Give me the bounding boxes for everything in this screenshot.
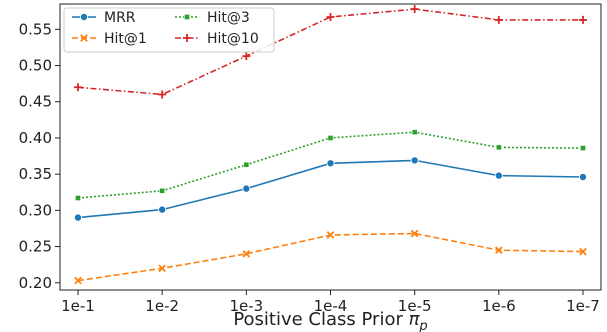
data-point xyxy=(159,187,166,194)
legend-label: Hit@10 xyxy=(207,31,259,47)
y-tick-label: 0.25 xyxy=(19,238,52,256)
data-point xyxy=(326,13,335,22)
data-point xyxy=(183,34,191,42)
data-point xyxy=(158,205,167,214)
legend: MRR Hit@1 Hit@3 Hit@10 xyxy=(63,7,275,53)
data-point xyxy=(75,195,81,201)
data-point xyxy=(494,171,503,180)
data-point xyxy=(158,264,167,273)
data-point xyxy=(410,156,419,165)
series-hit-at-1 xyxy=(74,229,587,285)
data-point xyxy=(74,83,82,92)
data-point xyxy=(74,276,82,285)
x-tick-label: 1e-1 xyxy=(61,297,95,315)
x-tick-label: 1e-7 xyxy=(566,297,600,315)
x-tick-label: 1e-3 xyxy=(229,297,263,315)
series-line xyxy=(77,159,584,219)
data-point xyxy=(74,213,83,222)
x-axis-title: Positive Class Prior πp xyxy=(233,309,427,332)
data-point xyxy=(579,173,588,182)
series-hit-at-10 xyxy=(74,5,587,99)
x-axis: 1e-1 1e-2 1e-3 1e-4 1e-5 1e-6 1e-7 xyxy=(61,290,600,315)
data-point xyxy=(327,135,334,141)
x-tick-label: 1e-6 xyxy=(482,297,516,315)
data-point xyxy=(579,247,587,256)
data-point xyxy=(326,159,335,168)
x-tick-label: 1e-4 xyxy=(314,297,348,315)
legend-item: MRR xyxy=(72,10,136,26)
data-point xyxy=(242,249,251,258)
data-point xyxy=(579,15,587,24)
data-point xyxy=(494,15,503,24)
data-point xyxy=(411,129,418,136)
y-tick-label: 0.40 xyxy=(19,129,52,147)
data-point xyxy=(80,34,88,42)
data-point xyxy=(326,231,335,239)
legend-item: Hit@10 xyxy=(175,31,259,47)
data-point xyxy=(494,246,503,255)
series-layer xyxy=(74,5,588,285)
y-axis: 0.20 0.25 0.30 0.35 0.40 0.45 0.50 0.55 xyxy=(19,20,60,292)
legend-label: Hit@1 xyxy=(104,31,147,47)
y-tick-label: 0.30 xyxy=(19,201,52,219)
data-point xyxy=(242,52,251,61)
series-hit-at-3 xyxy=(75,129,586,201)
data-point xyxy=(410,5,419,14)
legend-label: MRR xyxy=(104,10,136,26)
data-point xyxy=(242,184,251,193)
y-tick-label: 0.20 xyxy=(19,274,52,292)
legend-item: Hit@3 xyxy=(175,10,250,26)
legend-item: Hit@1 xyxy=(72,31,147,47)
data-point xyxy=(243,161,250,168)
y-tick-label: 0.50 xyxy=(19,57,52,75)
legend-box xyxy=(63,7,275,53)
y-tick-label: 0.45 xyxy=(19,93,52,111)
x-tick-label: 1e-2 xyxy=(145,297,179,315)
legend-label: Hit@3 xyxy=(207,10,250,26)
data-point xyxy=(80,12,89,21)
data-point xyxy=(184,14,190,20)
data-point xyxy=(580,145,586,151)
series-mrr xyxy=(74,156,588,222)
series-line xyxy=(77,232,584,282)
data-point xyxy=(495,144,502,151)
x-tick-label: 1e-5 xyxy=(398,297,432,315)
y-tick-label: 0.35 xyxy=(19,165,52,183)
y-tick-label: 0.55 xyxy=(19,20,52,38)
data-point xyxy=(410,229,419,238)
data-point xyxy=(158,90,167,99)
